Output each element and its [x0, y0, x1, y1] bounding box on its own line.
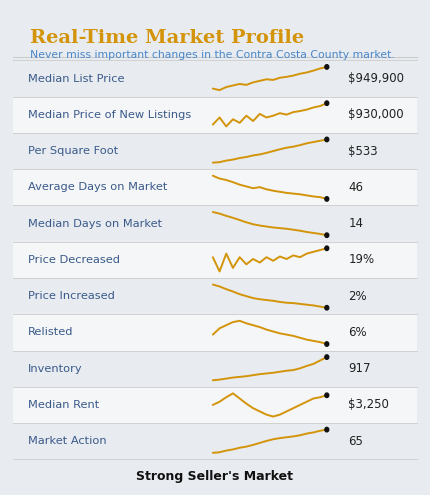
- Text: Real-Time Market Profile: Real-Time Market Profile: [30, 29, 304, 47]
- Text: $930,000: $930,000: [348, 108, 404, 121]
- Text: Inventory: Inventory: [28, 364, 83, 374]
- Text: 917: 917: [348, 362, 371, 375]
- Text: Market Action: Market Action: [28, 436, 107, 446]
- Text: Price Increased: Price Increased: [28, 291, 115, 301]
- Text: Median Rent: Median Rent: [28, 400, 99, 410]
- Text: 2%: 2%: [348, 290, 367, 302]
- Text: Median List Price: Median List Price: [28, 74, 124, 84]
- Text: Price Decreased: Price Decreased: [28, 255, 120, 265]
- Text: Per Square Foot: Per Square Foot: [28, 146, 118, 156]
- Text: $533: $533: [348, 145, 378, 157]
- Text: $3,250: $3,250: [348, 398, 389, 411]
- Text: 6%: 6%: [348, 326, 367, 339]
- Text: 19%: 19%: [348, 253, 375, 266]
- Text: 46: 46: [348, 181, 363, 194]
- Text: $949,900: $949,900: [348, 72, 404, 85]
- Text: Relisted: Relisted: [28, 327, 74, 338]
- Text: 14: 14: [348, 217, 363, 230]
- Text: Strong Seller's Market: Strong Seller's Market: [136, 470, 294, 483]
- Text: Median Price of New Listings: Median Price of New Listings: [28, 110, 191, 120]
- Text: Never miss important changes in the Contra Costa County market.: Never miss important changes in the Cont…: [30, 50, 395, 59]
- Text: Median Days on Market: Median Days on Market: [28, 219, 162, 229]
- Text: Average Days on Market: Average Days on Market: [28, 182, 167, 193]
- Text: 65: 65: [348, 435, 363, 447]
